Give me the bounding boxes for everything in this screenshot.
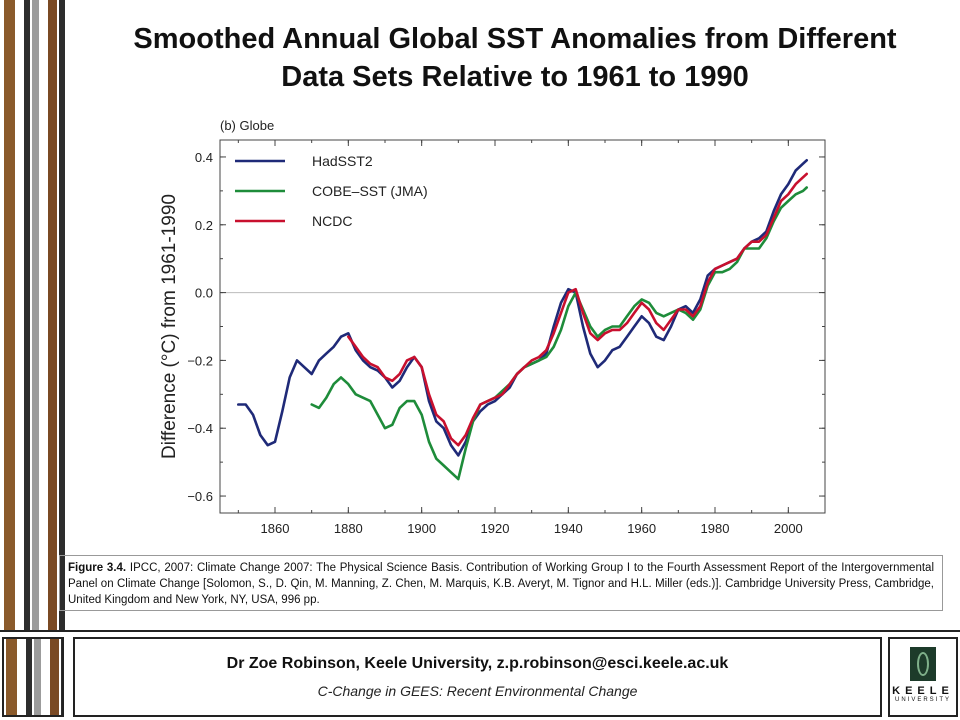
footer-course: C-Change in GEES: Recent Environmental C…	[317, 683, 638, 699]
x-tick-label: 1940	[554, 521, 583, 536]
legend-label: HadSST2	[312, 153, 373, 169]
y-tick-label: 0.4	[195, 150, 213, 165]
x-tick-label: 1900	[407, 521, 436, 536]
logo-sub: UNIVERSITY	[894, 697, 951, 703]
x-tick-label: 1980	[701, 521, 730, 536]
stripe	[43, 639, 48, 715]
stripe	[41, 0, 46, 630]
y-tick-label: −0.4	[187, 421, 213, 436]
series-line	[237, 159, 808, 457]
footer-divider	[0, 630, 960, 632]
y-tick-label: −0.6	[187, 489, 213, 504]
legend-label: NCDC	[312, 213, 352, 229]
x-tick-label: 1860	[261, 521, 290, 536]
footer-author: Dr Zoe Robinson, Keele University, z.p.r…	[226, 655, 729, 672]
y-axis-label: Difference (°C) from 1961-1990	[159, 194, 180, 459]
stripe	[34, 639, 41, 715]
stripe	[4, 0, 15, 630]
plot-frame	[219, 139, 826, 514]
decorative-stripes	[0, 0, 65, 630]
y-tick-label: 0.2	[195, 218, 213, 233]
figure-caption: Figure 3.4. IPCC, 2007: Climate Change 2…	[59, 555, 943, 611]
stripe	[6, 639, 17, 715]
panel-title: (b) Globe	[220, 118, 274, 133]
series-line	[347, 172, 808, 447]
legend-label: COBE–SST (JMA)	[312, 183, 428, 199]
x-tick-label: 2000	[774, 521, 803, 536]
slide-title: Smoothed Annual Global SST Anomalies fro…	[70, 20, 960, 96]
stripe	[17, 0, 22, 630]
y-tick-label: 0.0	[195, 286, 213, 301]
series-line	[310, 186, 808, 481]
stripe	[61, 639, 62, 715]
keele-logo: KEELE UNIVERSITY	[888, 637, 958, 717]
x-tick-label: 1880	[334, 521, 363, 536]
stripe	[19, 639, 24, 715]
stripe	[32, 0, 39, 630]
caption-label: Figure 3.4.	[68, 562, 127, 574]
stripe	[50, 639, 59, 715]
slide-title-line-2: Data Sets Relative to 1961 to 1990	[281, 61, 749, 93]
x-tick-label: 1920	[481, 521, 510, 536]
sst-anomaly-chart: (b) Globe −0.6 −0.4 −0.2 0.0 0.2 0.4 1860 1880 19…	[159, 118, 826, 536]
stripe	[24, 0, 30, 630]
stripe	[48, 0, 57, 630]
stripe	[59, 0, 65, 630]
stripe	[26, 639, 32, 715]
keele-emblem-icon	[910, 647, 936, 681]
logo-word: KEELE	[892, 685, 954, 697]
x-tick-label: 1960	[627, 521, 656, 536]
footer-stripes	[2, 637, 64, 717]
caption-text: IPCC, 2007: Climate Change 2007: The Phy…	[68, 562, 934, 606]
slide-title-line-1: Smoothed Annual Global SST Anomalies fro…	[133, 23, 897, 55]
footer-info: Dr Zoe Robinson, Keele University, z.p.r…	[73, 637, 882, 717]
y-tick-label: −0.2	[187, 353, 213, 368]
